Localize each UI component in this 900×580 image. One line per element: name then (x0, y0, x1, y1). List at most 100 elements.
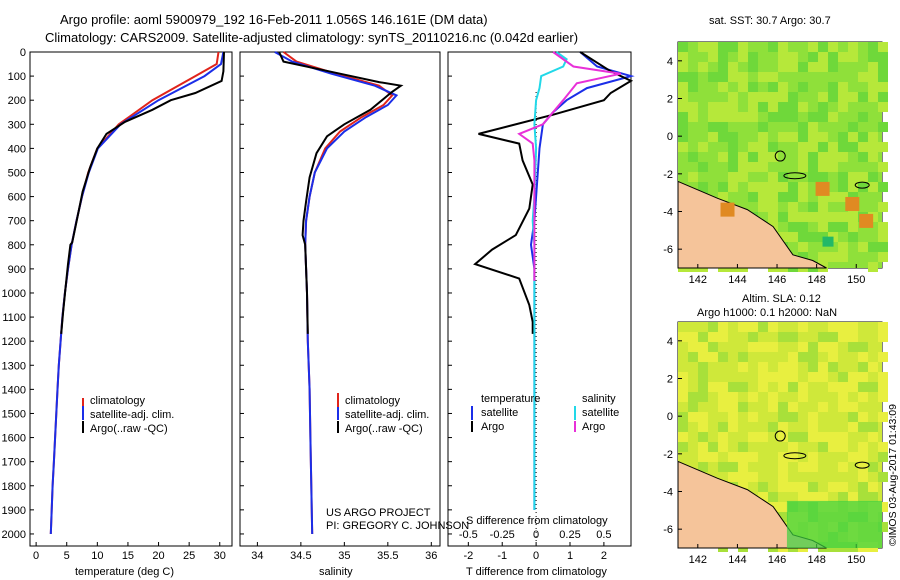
y-tick-label: 100 (8, 71, 26, 83)
map-x-tick-label: 148 (807, 554, 825, 566)
map-cell (828, 52, 838, 62)
map-cell (758, 92, 768, 102)
series-line-climatology (49, 51, 220, 535)
map-cell (708, 332, 718, 342)
float-position-marker (774, 430, 786, 442)
map-cell (678, 122, 688, 132)
map-cell (688, 172, 698, 182)
map-cell (808, 62, 818, 72)
map-cell (778, 452, 788, 462)
map-cell (878, 412, 888, 422)
map-cell (878, 162, 888, 172)
x-tick-label: 35 (338, 550, 350, 562)
y-tick-label: 0 (20, 47, 26, 59)
map-cell (798, 82, 808, 92)
map-cell (868, 142, 878, 152)
map-cell (788, 182, 798, 192)
x-tick-label: 5 (64, 550, 70, 562)
map-cell (828, 332, 838, 342)
map-cell (678, 112, 688, 122)
y-tick-label: 1900 (2, 505, 26, 517)
map-cell (808, 352, 818, 362)
map-cell (698, 182, 708, 192)
map-cell (838, 462, 848, 472)
map-cell (848, 382, 858, 392)
map-cell (858, 452, 868, 462)
map-cell (848, 332, 858, 342)
map-cell (878, 332, 888, 342)
float-position-marker (774, 150, 786, 162)
map-cell (808, 212, 818, 222)
map-cell (838, 402, 848, 412)
map-cell (868, 152, 878, 162)
y-tick-label: 600 (8, 192, 26, 204)
map-cell (678, 132, 688, 142)
map-cell (768, 112, 778, 122)
map-cell (748, 182, 758, 192)
map-cell (838, 432, 848, 442)
map-cell (838, 172, 848, 182)
map-cell (728, 392, 738, 402)
map-cell (768, 72, 778, 82)
x-tick-label: 2 (601, 550, 607, 562)
map-cell (848, 422, 858, 432)
map-cell (818, 42, 828, 52)
map-cell (838, 182, 848, 192)
map-cell (788, 382, 798, 392)
map-cell (728, 382, 738, 392)
map-x-tick-label: 150 (847, 274, 865, 286)
map-cell (848, 402, 858, 412)
map-cell (698, 442, 708, 452)
map-cell (778, 82, 788, 92)
map-cell (838, 322, 848, 332)
map-cell (788, 92, 798, 102)
map-cell (828, 92, 838, 102)
map-cell (788, 432, 798, 442)
map-cell (838, 152, 848, 162)
difference-xlabel: T difference from climatology (466, 566, 607, 578)
map-cell (688, 102, 698, 112)
map-cell (708, 382, 718, 392)
x-tick-label: -2 (463, 550, 473, 562)
map-cell (758, 102, 768, 112)
map-cell (688, 412, 698, 422)
map-cell (868, 182, 878, 192)
map-cell (768, 372, 778, 382)
map-cell (678, 422, 688, 432)
y-tick-label: 1700 (2, 457, 26, 469)
map-cell (838, 102, 848, 112)
map-cell (718, 122, 728, 132)
map-cell (818, 252, 828, 262)
island-contour (783, 172, 807, 180)
map-cell (808, 362, 818, 372)
map-cell (838, 382, 848, 392)
map-cell (818, 142, 828, 152)
map-cell (778, 172, 788, 182)
map-cell (818, 362, 828, 372)
map-cell (858, 372, 868, 382)
map-cell (778, 502, 788, 512)
map-cell (718, 432, 728, 442)
y-tick-label: 700 (8, 216, 26, 228)
map-cell (788, 482, 798, 492)
map-cell (868, 482, 878, 492)
map-cell (858, 152, 868, 162)
map-cell (788, 192, 798, 202)
map-cell (878, 102, 888, 112)
map-cell (768, 102, 778, 112)
x-tick-label: 0 (533, 550, 539, 562)
map-y-tick-label: 2 (667, 374, 673, 386)
map-cell (688, 402, 698, 412)
map-cell (758, 482, 768, 492)
warm-sst-cell (845, 196, 860, 211)
map-cell (848, 322, 858, 332)
map-cell (738, 172, 748, 182)
map-cell (778, 362, 788, 372)
map-cell (768, 152, 778, 162)
map-cell (838, 222, 848, 232)
map-cell (778, 332, 788, 342)
map-cell (828, 82, 838, 92)
legend-label-satellite: satellite-adj. clim. (90, 409, 174, 421)
map-cell (678, 372, 688, 382)
map-cell (758, 202, 768, 212)
